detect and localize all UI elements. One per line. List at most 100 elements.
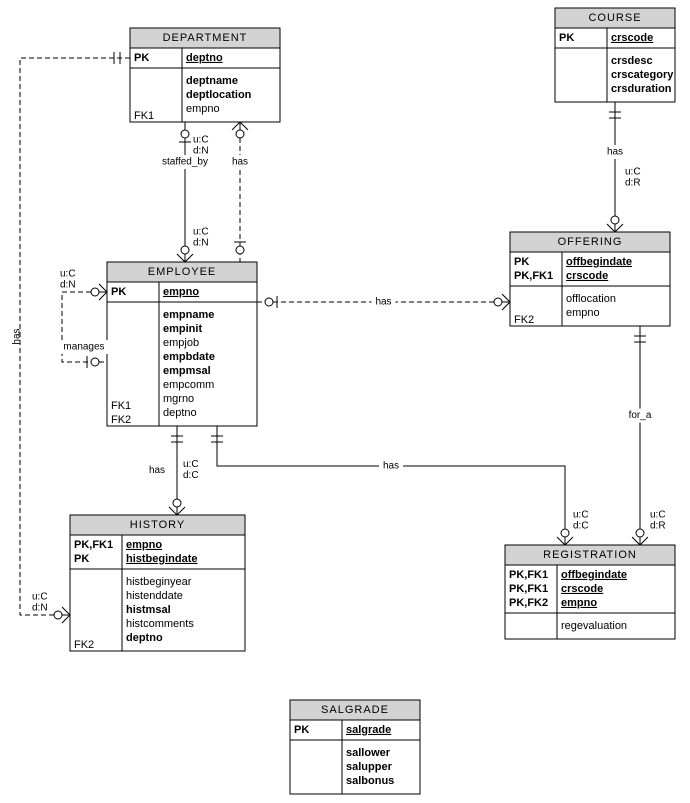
rel-emp-offering: has [257, 294, 510, 310]
fk-label: FK1 [134, 110, 154, 122]
pk-attr: crscode [561, 583, 603, 595]
pk-key: PK [111, 286, 126, 298]
cardinality: u:C [60, 269, 76, 280]
attr: empno [186, 103, 220, 115]
cardinality: u:C [183, 459, 199, 470]
attr: deptno [163, 407, 197, 419]
label-has: has [383, 461, 399, 472]
cardinality: d:R [650, 521, 666, 532]
entity-title-course: COURSE [588, 12, 641, 24]
attr: empcomm [163, 379, 214, 391]
rel-staffed-by: staffed_byu:Cd:Nu:Cd:N [152, 122, 218, 262]
pk-attr: crscode [566, 270, 608, 282]
rel-dept-has-emp: has [228, 122, 252, 262]
cardinality: u:C [32, 592, 48, 603]
cardinality: d:N [32, 603, 48, 614]
pk-key: PK,FK1 [514, 270, 553, 282]
pk-key: PK,FK2 [509, 597, 548, 609]
cardinality: u:C [625, 167, 641, 178]
attr: histbeginyear [126, 576, 192, 588]
attr: salupper [346, 761, 393, 773]
pk-key: PK,FK1 [74, 539, 113, 551]
label-has: has [149, 465, 165, 476]
rel-offering-registration: for_a u:Cd:R [622, 326, 666, 545]
cardinality: u:C [193, 135, 209, 146]
entity-title-registration: REGISTRATION [543, 549, 637, 561]
cardinality: d:C [183, 470, 199, 481]
pk-attr: crscode [611, 32, 653, 44]
fk-label: FK2 [111, 414, 131, 426]
er-diagram: DEPARTMENT PK deptno FK1 deptname deptlocatio… [0, 0, 690, 803]
entity-title-employee: EMPLOYEE [148, 266, 217, 278]
rel-course-offering: hasu:Cd:R [603, 102, 641, 232]
entity-course: COURSE PK crscode crsdesc crscategory crsdura… [555, 8, 675, 102]
attr: empno [566, 307, 600, 319]
entity-salgrade: SALGRADE PK salgrade sallower salupper salbon… [290, 700, 420, 794]
fk-label: FK1 [111, 400, 131, 412]
entity-title-salgrade: SALGRADE [321, 704, 389, 716]
fk-label: FK2 [74, 639, 94, 651]
attr: histmsal [126, 604, 171, 616]
attr: histcomments [126, 618, 194, 630]
rel-manages: manages u:Cd:N [60, 269, 108, 368]
attr: crscategory [611, 69, 674, 81]
cardinality: u:C [573, 510, 589, 521]
rel-emp-registration: has u:Cd:C [211, 426, 589, 545]
cardinality: u:C [193, 227, 209, 238]
attr: mgrno [163, 393, 194, 405]
attr: sallower [346, 747, 391, 759]
pk-attr: histbegindate [126, 553, 198, 565]
rel-emp-history: has u:Cd:C [145, 426, 199, 515]
attr: deptname [186, 75, 238, 87]
attr: empname [163, 309, 214, 321]
attr: offlocation [566, 293, 616, 305]
attr: empjob [163, 337, 199, 349]
cardinality: d:N [60, 280, 76, 291]
fk-label: FK2 [514, 314, 534, 326]
label-staffed-by: staffed_by [162, 157, 208, 168]
pk-key: PK [74, 553, 89, 565]
entity-history: HISTORY PK,FK1 empno PK histbegindate FK2 hist… [70, 515, 245, 651]
entity-employee: EMPLOYEE PK empno FK1 FK2 empname empinit empjo… [107, 262, 257, 426]
pk-key: PK,FK1 [509, 569, 548, 581]
attr: crsdesc [611, 55, 653, 67]
pk-key: PK [559, 32, 574, 44]
attr: histenddate [126, 590, 183, 602]
attr: empbdate [163, 351, 215, 363]
entity-offering: OFFERING PK offbegindate PK,FK1 crscode FK2 of… [510, 232, 670, 326]
attr: empmsal [163, 365, 211, 377]
attr: crsduration [611, 83, 672, 95]
attr: regevaluation [561, 620, 627, 632]
cardinality: d:N [193, 238, 209, 249]
pk-attr: offbegindate [566, 256, 632, 268]
pk-key: PK [294, 724, 309, 736]
pk-attr: deptno [186, 52, 223, 64]
cardinality: u:C [650, 510, 666, 521]
attr: deptno [126, 632, 163, 644]
cardinality: d:C [573, 521, 589, 532]
entity-department: DEPARTMENT PK deptno FK1 deptname deptlocatio… [130, 28, 280, 122]
pk-attr: salgrade [346, 724, 391, 736]
attr: salbonus [346, 775, 394, 787]
label-has: has [12, 328, 23, 344]
pk-key: PK [514, 256, 529, 268]
pk-attr: empno [163, 286, 199, 298]
entity-title-department: DEPARTMENT [163, 32, 248, 44]
cardinality: d:R [625, 178, 641, 189]
pk-attr: empno [126, 539, 162, 551]
entity-registration: REGISTRATION PK,FK1 offbegindate PK,FK1 crsc… [505, 545, 675, 639]
label-has: has [375, 297, 391, 308]
pk-key: PK [134, 52, 149, 64]
cardinality: d:N [193, 146, 209, 157]
entity-title-offering: OFFERING [558, 236, 623, 248]
attr: deptlocation [186, 89, 252, 101]
label-for-a: for_a [629, 410, 652, 421]
label-has: has [607, 147, 623, 158]
pk-attr: offbegindate [561, 569, 627, 581]
pk-attr: empno [561, 597, 597, 609]
label-has: has [232, 157, 248, 168]
label-manages: manages [63, 342, 104, 353]
attr: empinit [163, 323, 202, 335]
pk-key: PK,FK1 [509, 583, 548, 595]
entity-title-history: HISTORY [130, 519, 186, 531]
